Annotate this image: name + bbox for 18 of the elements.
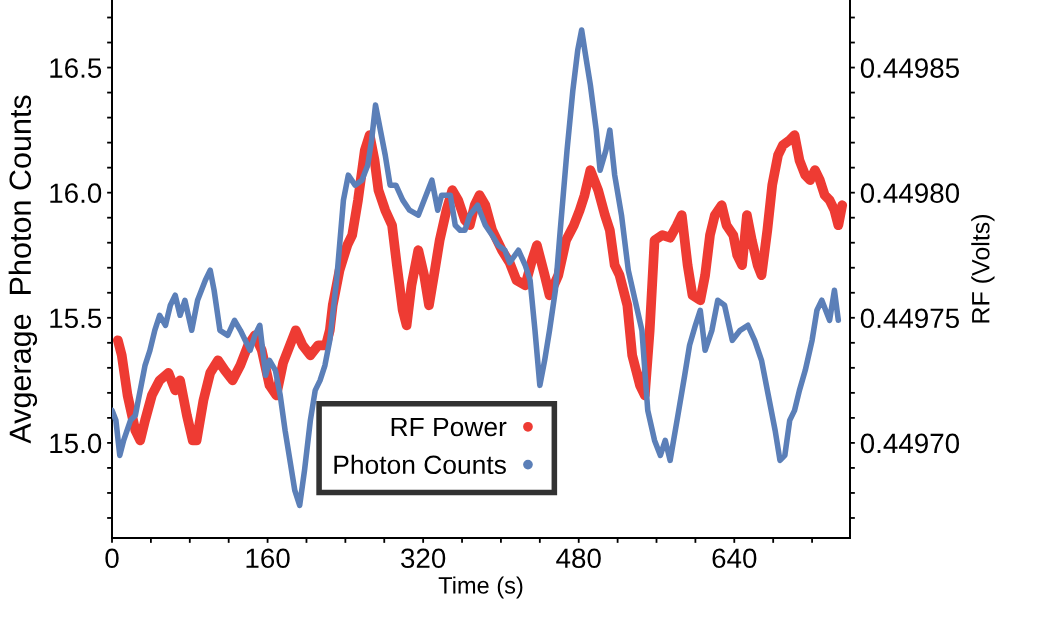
y2-tick-label: 0.44985: [860, 58, 959, 78]
y2-tick-label: 0.44980: [860, 183, 960, 204]
x-axis-title: Time (s): [438, 576, 523, 599]
y-tick-label: 16.0: [50, 183, 102, 204]
y-axis-title: Avgerage Photon Counts: [8, 95, 38, 444]
y-tick-label: 16.5: [50, 58, 102, 78]
legend-label: Photon Counts: [334, 454, 506, 475]
legend-label: RF Power: [391, 417, 507, 437]
x-tick-label: 320: [401, 548, 446, 569]
x-tick-label: 160: [246, 548, 290, 569]
y2-tick-label: 0.44975: [860, 308, 959, 329]
y2-axis-title: RF (Volts): [971, 214, 995, 323]
y-tick-label: 15.0: [50, 433, 102, 454]
x-tick-label: 480: [556, 548, 601, 569]
y2-tick-label: 0.44970: [860, 433, 960, 454]
y-tick-label: 15.5: [50, 308, 102, 329]
x-tick-label: 640: [712, 548, 757, 569]
x-tick-label: 0: [105, 548, 119, 569]
